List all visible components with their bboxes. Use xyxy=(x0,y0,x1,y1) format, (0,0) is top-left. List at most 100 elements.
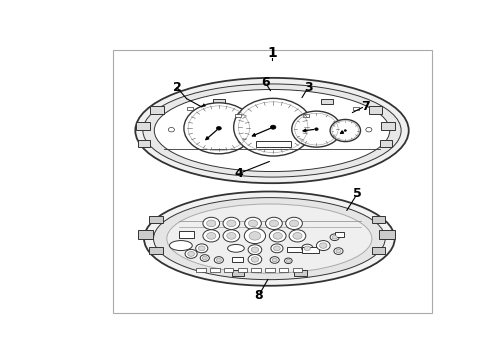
Bar xyxy=(369,107,382,114)
Bar xyxy=(213,99,224,104)
Circle shape xyxy=(285,258,292,264)
Bar xyxy=(238,268,247,271)
Circle shape xyxy=(202,256,207,260)
Bar xyxy=(293,268,302,271)
Circle shape xyxy=(245,228,266,244)
Bar xyxy=(149,247,163,254)
Circle shape xyxy=(271,244,283,253)
Ellipse shape xyxy=(143,84,401,177)
Circle shape xyxy=(248,255,262,264)
Circle shape xyxy=(185,249,197,258)
Circle shape xyxy=(188,251,195,256)
Bar xyxy=(379,230,394,239)
Circle shape xyxy=(214,257,223,263)
Circle shape xyxy=(366,127,372,132)
Ellipse shape xyxy=(135,78,409,183)
Bar xyxy=(251,268,261,271)
Circle shape xyxy=(227,233,236,239)
Circle shape xyxy=(251,257,259,262)
Bar xyxy=(235,114,241,117)
Circle shape xyxy=(270,125,276,129)
Bar xyxy=(380,140,392,147)
Circle shape xyxy=(304,246,311,251)
Bar xyxy=(210,268,220,271)
Circle shape xyxy=(266,217,282,229)
Ellipse shape xyxy=(170,240,192,251)
Circle shape xyxy=(223,217,240,229)
Text: 3: 3 xyxy=(304,81,313,94)
Bar xyxy=(179,231,194,238)
Bar xyxy=(256,141,291,147)
Circle shape xyxy=(169,127,174,132)
Circle shape xyxy=(293,233,302,239)
Circle shape xyxy=(286,259,291,262)
Text: 1: 1 xyxy=(267,46,277,60)
Circle shape xyxy=(336,249,341,253)
Bar xyxy=(196,268,206,271)
Bar xyxy=(149,216,163,223)
Bar xyxy=(372,247,385,254)
Bar xyxy=(232,257,243,262)
Bar xyxy=(321,99,333,104)
Circle shape xyxy=(198,246,205,251)
Circle shape xyxy=(292,111,341,147)
Bar xyxy=(381,122,395,130)
Text: 5: 5 xyxy=(353,187,362,200)
Circle shape xyxy=(217,258,221,262)
Circle shape xyxy=(302,244,313,252)
Ellipse shape xyxy=(167,204,372,273)
Circle shape xyxy=(203,230,220,242)
Circle shape xyxy=(319,243,327,248)
Circle shape xyxy=(196,244,208,253)
Bar xyxy=(352,107,359,110)
Circle shape xyxy=(317,240,330,251)
Circle shape xyxy=(330,234,339,240)
Circle shape xyxy=(290,220,298,227)
Circle shape xyxy=(217,126,221,130)
Ellipse shape xyxy=(154,90,390,172)
Bar xyxy=(279,268,289,271)
Bar xyxy=(302,247,319,253)
Circle shape xyxy=(223,230,240,242)
Circle shape xyxy=(315,128,318,130)
Circle shape xyxy=(245,217,261,229)
Ellipse shape xyxy=(153,198,385,280)
Circle shape xyxy=(207,220,216,227)
Circle shape xyxy=(248,245,262,255)
Circle shape xyxy=(273,233,282,239)
Circle shape xyxy=(330,120,361,141)
Circle shape xyxy=(270,230,286,242)
Bar xyxy=(287,247,302,252)
Circle shape xyxy=(227,220,236,227)
Bar xyxy=(138,230,153,239)
Bar xyxy=(138,140,150,147)
Bar xyxy=(372,216,385,223)
Bar xyxy=(113,50,432,314)
Bar xyxy=(294,270,307,276)
Circle shape xyxy=(249,231,261,240)
Bar xyxy=(187,107,194,110)
Circle shape xyxy=(332,235,337,239)
Ellipse shape xyxy=(227,244,245,252)
Circle shape xyxy=(234,98,313,156)
Bar xyxy=(335,232,344,237)
Circle shape xyxy=(272,258,277,262)
Circle shape xyxy=(200,255,209,261)
Circle shape xyxy=(207,233,216,239)
Circle shape xyxy=(203,217,220,229)
Text: 7: 7 xyxy=(361,100,369,113)
Circle shape xyxy=(344,130,346,131)
Bar xyxy=(265,268,275,271)
Circle shape xyxy=(273,246,280,251)
Ellipse shape xyxy=(144,192,394,286)
Bar xyxy=(136,122,150,130)
Circle shape xyxy=(270,257,279,263)
Text: 6: 6 xyxy=(261,76,270,89)
Bar xyxy=(232,270,244,276)
Bar xyxy=(224,268,233,271)
Circle shape xyxy=(334,248,343,255)
Bar xyxy=(303,114,309,117)
Circle shape xyxy=(251,247,259,252)
Circle shape xyxy=(184,103,254,154)
Text: 4: 4 xyxy=(235,167,244,180)
